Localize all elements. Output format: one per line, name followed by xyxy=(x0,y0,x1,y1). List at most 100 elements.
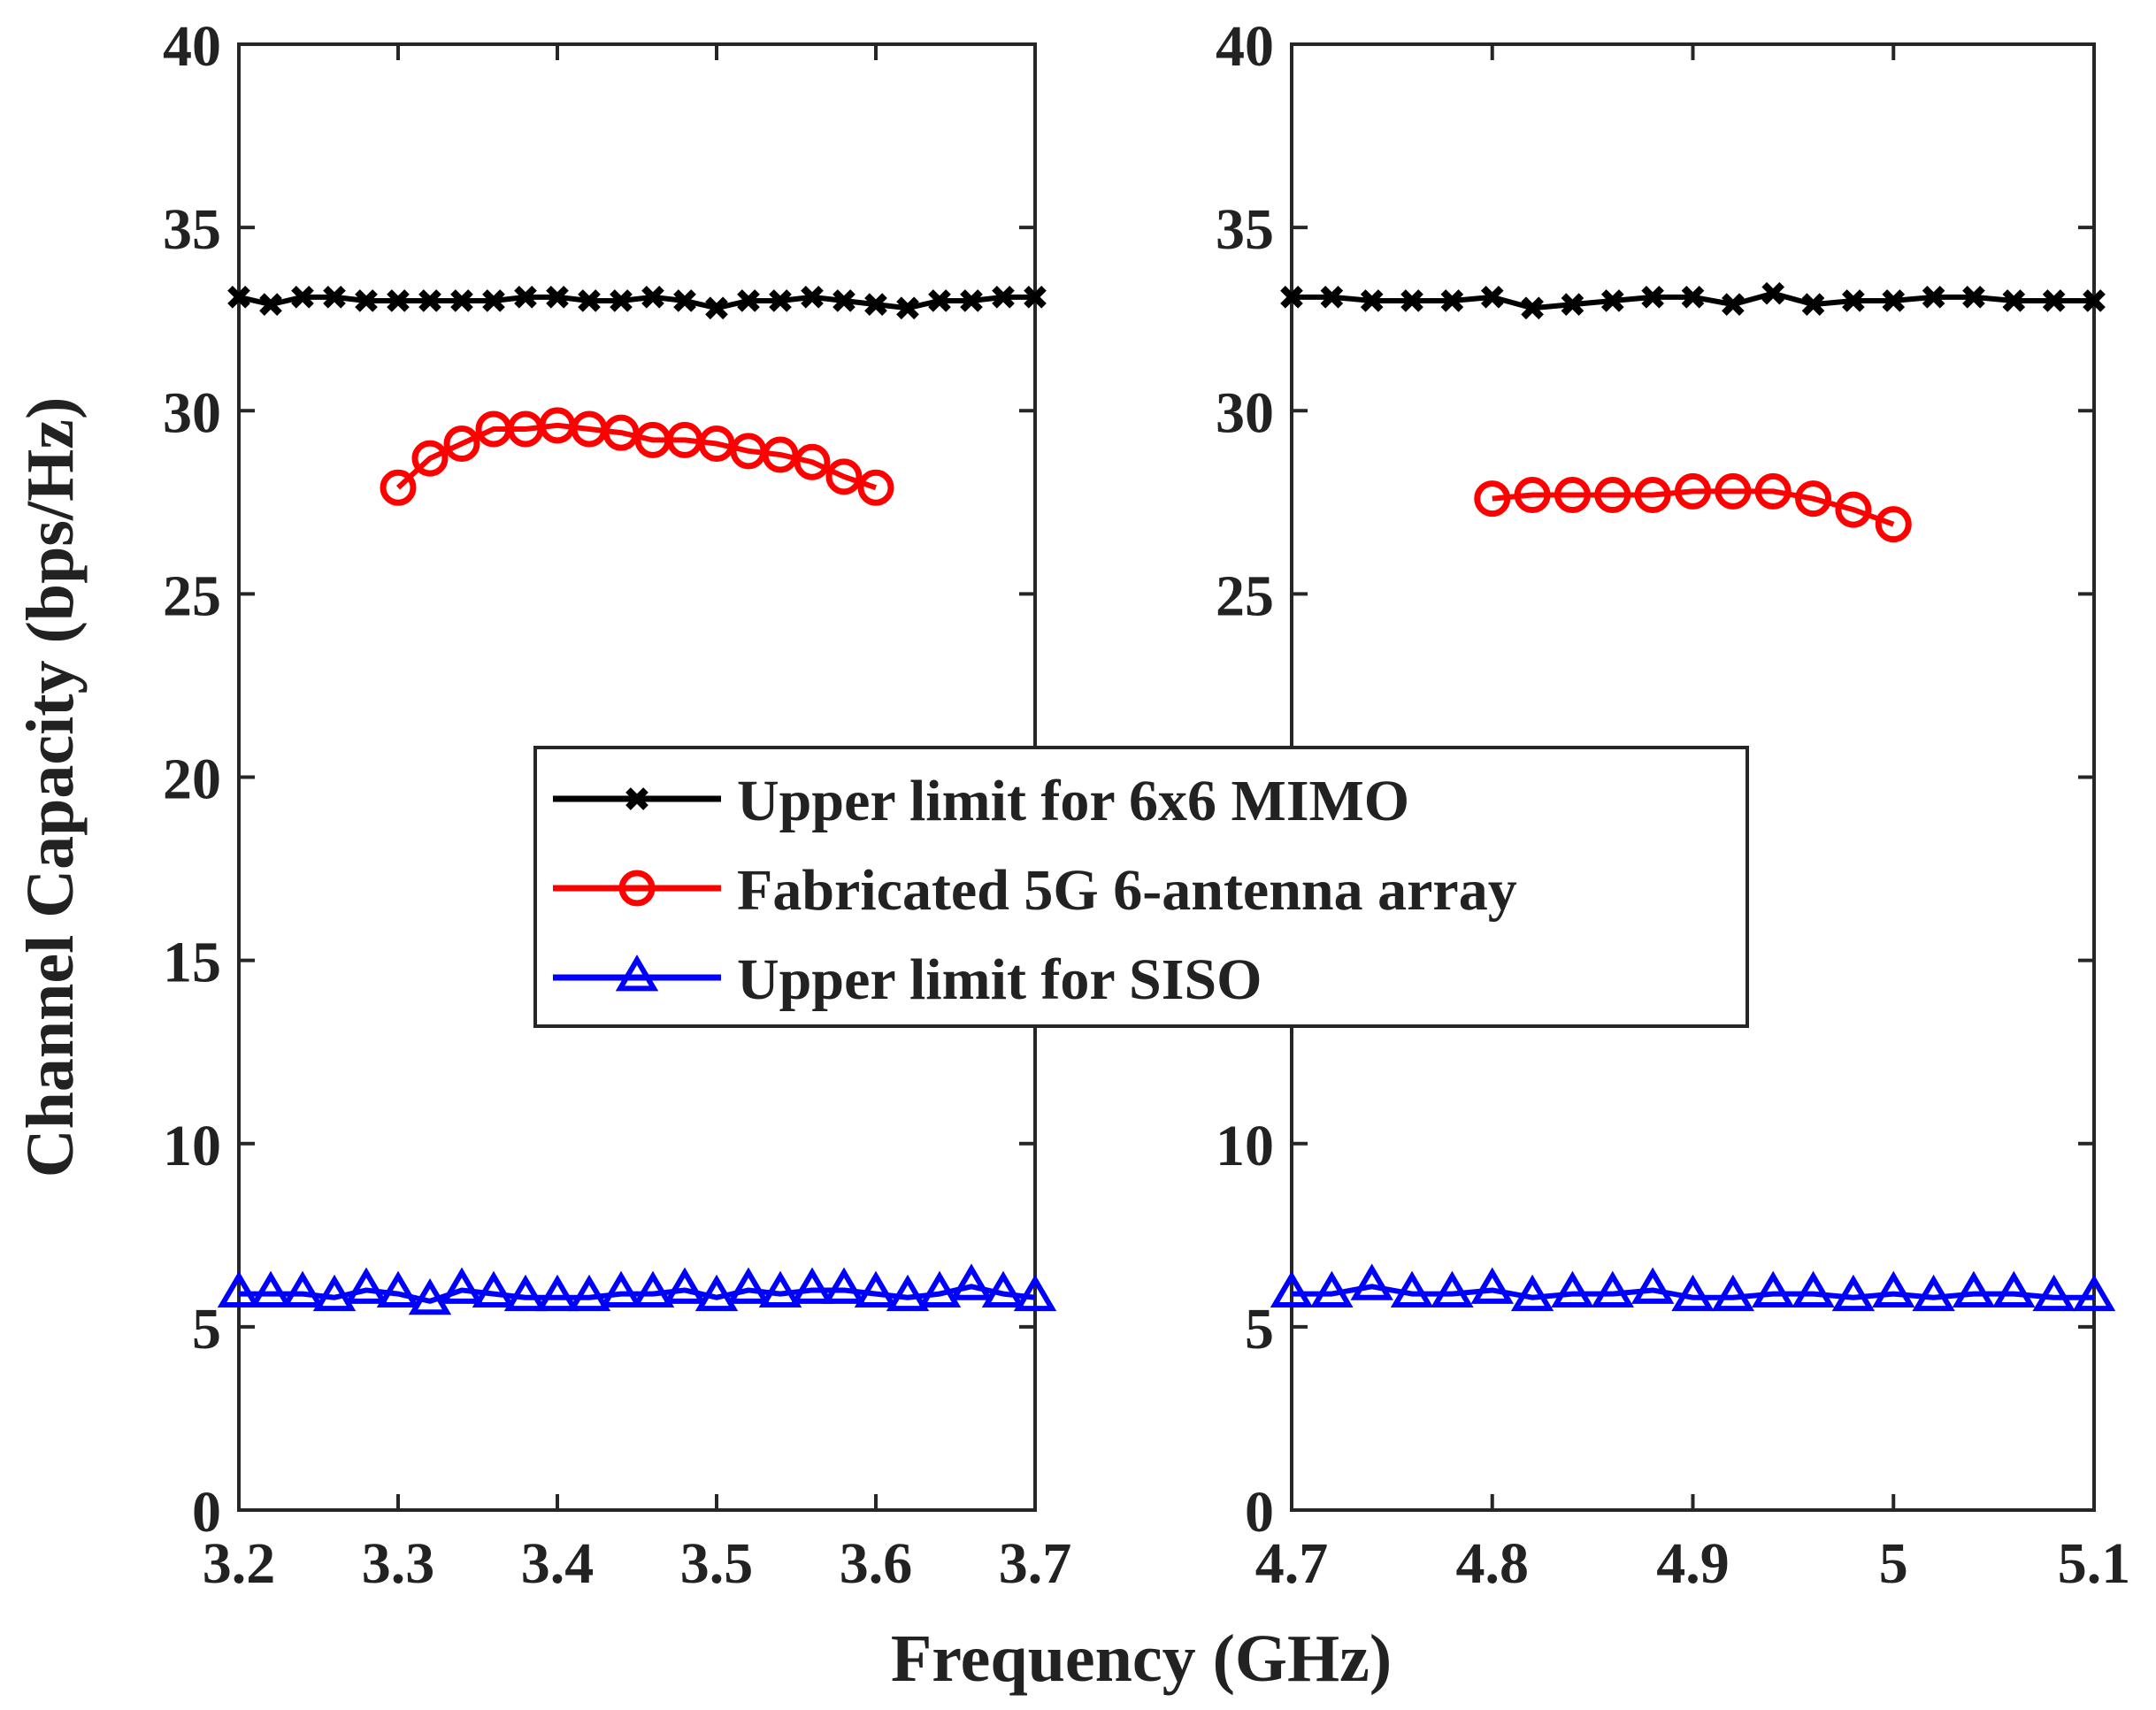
data-point-fabricated-5g-6-antenna-array xyxy=(1754,472,1792,510)
y-tick-label: 0 xyxy=(1245,1480,1274,1545)
y-tick-label: 10 xyxy=(163,1114,221,1178)
data-point-upper-limit-for-6x6-mimo-stroke-b xyxy=(705,296,728,320)
data-point-upper-limit-for-6x6-mimo xyxy=(1842,289,1865,312)
data-point-upper-limit-for-6x6-mimo-stroke-b xyxy=(992,286,1015,309)
data-point-upper-limit-for-siso xyxy=(280,1270,325,1307)
data-point-upper-limit-for-6x6-mimo xyxy=(641,286,664,309)
y-tick-label: 30 xyxy=(1216,380,1274,445)
data-point-upper-limit-for-siso xyxy=(535,1274,579,1312)
x-tick-label: 4.9 xyxy=(1656,1531,1730,1596)
legend-entry-fabricated-5g-6-antenna-array: Fabricated 5G 6-antenna array xyxy=(553,858,1517,923)
data-point-upper-limit-for-6x6-mimo-stroke-b xyxy=(769,289,792,312)
data-point-upper-limit-for-6x6-mimo xyxy=(1882,289,1906,312)
series-upper-limit-for-6x6-mimo xyxy=(1280,281,2106,320)
data-point-upper-limit-for-siso xyxy=(2032,1274,2075,1312)
legend-marker-upper-limit-for-6x6-mimo-stroke-b xyxy=(625,787,648,810)
data-point-upper-limit-for-6x6-mimo-stroke-b xyxy=(323,286,346,309)
y-tick-label: 20 xyxy=(163,748,221,812)
data-point-upper-limit-for-siso xyxy=(312,1274,357,1312)
series-fabricated-5g-6-antenna-array xyxy=(1474,472,1912,543)
data-point-upper-limit-for-6x6-mimo xyxy=(705,296,728,320)
data-point-fabricated-5g-6-antenna-array xyxy=(380,469,417,506)
data-point-upper-limit-for-6x6-mimo xyxy=(1681,286,1705,309)
series-line-upper-limit-for-siso xyxy=(239,1284,1036,1304)
data-point-upper-limit-for-siso xyxy=(1831,1274,1876,1312)
data-point-upper-limit-for-6x6-mimo-stroke-b xyxy=(1521,296,1544,320)
data-point-upper-limit-for-siso xyxy=(599,1270,643,1307)
series-upper-limit-for-siso xyxy=(1270,1263,2116,1312)
data-point-upper-limit-for-siso xyxy=(1510,1274,1554,1312)
data-point-upper-limit-for-siso xyxy=(1551,1270,1594,1307)
data-point-upper-limit-for-6x6-mimo-stroke-b xyxy=(801,286,824,309)
data-point-upper-limit-for-6x6-mimo xyxy=(1722,293,1745,316)
data-point-upper-limit-for-6x6-mimo-stroke-b xyxy=(832,289,855,312)
data-point-upper-limit-for-6x6-mimo xyxy=(1801,293,1825,316)
data-point-upper-limit-for-6x6-mimo-stroke-b xyxy=(1761,281,1785,305)
y-tick-label: 25 xyxy=(1216,564,1274,628)
data-point-upper-limit-for-6x6-mimo xyxy=(2042,289,2066,312)
legend: Upper limit for 6x6 MIMO Fabricated 5G 6-… xyxy=(533,746,1749,1028)
data-point-upper-limit-for-6x6-mimo-stroke-b xyxy=(546,286,569,309)
data-point-upper-limit-for-6x6-mimo-stroke-b xyxy=(1801,293,1825,316)
data-point-upper-limit-for-6x6-mimo-stroke-b xyxy=(1842,289,1865,312)
x-tick-label: 3.7 xyxy=(999,1531,1072,1596)
data-point-upper-limit-for-6x6-mimo xyxy=(514,286,537,309)
data-point-upper-limit-for-siso xyxy=(886,1274,930,1312)
data-point-upper-limit-for-6x6-mimo-stroke-b xyxy=(960,289,983,312)
data-point-upper-limit-for-6x6-mimo xyxy=(1962,286,1985,309)
x-tick-label: 4.8 xyxy=(1456,1531,1530,1596)
data-point-fabricated-5g-6-antenna-array xyxy=(1715,472,1752,510)
data-point-upper-limit-for-6x6-mimo-stroke-b xyxy=(578,289,601,312)
data-point-upper-limit-for-6x6-mimo xyxy=(992,286,1015,309)
data-point-upper-limit-for-siso xyxy=(503,1274,548,1312)
data-point-fabricated-5g-6-antenna-array xyxy=(443,426,480,463)
y-tick-label: 5 xyxy=(192,1297,221,1361)
y-tick-label: 40 xyxy=(1216,14,1274,79)
x-tick-label: 3.3 xyxy=(362,1531,435,1596)
data-point-upper-limit-for-6x6-mimo xyxy=(387,289,410,312)
data-point-fabricated-5g-6-antenna-array xyxy=(602,414,640,451)
series-fabricated-5g-6-antenna-array xyxy=(380,407,894,506)
legend-marker-upper-limit-for-6x6-mimo xyxy=(625,787,648,810)
data-point-upper-limit-for-siso xyxy=(631,1270,675,1307)
x-tick-label: 3.2 xyxy=(203,1531,276,1596)
data-point-upper-limit-for-6x6-mimo-stroke-b xyxy=(928,289,951,312)
legend-label-fabricated-5g-6-antenna-array: Fabricated 5G 6-antenna array xyxy=(737,858,1517,923)
data-point-upper-limit-for-siso xyxy=(1350,1263,1393,1300)
x-tick-label: 5.1 xyxy=(2058,1531,2131,1596)
data-point-upper-limit-for-6x6-mimo xyxy=(1761,281,1785,305)
data-point-upper-limit-for-6x6-mimo xyxy=(259,293,282,316)
data-point-upper-limit-for-6x6-mimo-stroke-b xyxy=(1480,286,1504,309)
data-point-upper-limit-for-6x6-mimo-stroke-b xyxy=(673,289,696,312)
data-point-upper-limit-for-6x6-mimo-stroke-b xyxy=(2002,289,2026,312)
data-point-upper-limit-for-6x6-mimo xyxy=(323,286,346,309)
data-point-upper-limit-for-6x6-mimo xyxy=(1561,293,1584,316)
legend-marker-upper-limit-for-siso xyxy=(615,955,659,992)
legend-box xyxy=(533,746,1749,1028)
legend-marker-fabricated-5g-6-antenna-array xyxy=(618,870,656,907)
data-point-upper-limit-for-6x6-mimo xyxy=(1400,289,1423,312)
legend-entry-upper-limit-for-siso: Upper limit for SISO xyxy=(553,947,1262,1012)
data-point-upper-limit-for-siso xyxy=(1270,1270,1314,1307)
data-point-fabricated-5g-6-antenna-array xyxy=(698,426,735,463)
y-tick-label: 30 xyxy=(163,380,221,445)
data-point-upper-limit-for-siso xyxy=(981,1270,1025,1307)
data-point-fabricated-5g-6-antenna-array xyxy=(1795,480,1832,518)
data-point-upper-limit-for-siso xyxy=(1872,1270,1915,1307)
data-point-fabricated-5g-6-antenna-array xyxy=(411,440,449,477)
data-point-upper-limit-for-6x6-mimo xyxy=(1320,286,1344,309)
data-point-upper-limit-for-siso xyxy=(726,1267,771,1304)
data-point-upper-limit-for-siso xyxy=(854,1270,898,1307)
data-point-upper-limit-for-6x6-mimo-stroke-b xyxy=(1024,286,1047,309)
x-tick-label: 3.6 xyxy=(840,1531,913,1596)
data-point-upper-limit-for-siso xyxy=(1310,1270,1354,1307)
data-point-upper-limit-for-siso xyxy=(567,1274,611,1312)
data-point-upper-limit-for-6x6-mimo-stroke-b xyxy=(1561,293,1584,316)
panel-2: 05101520253035404.74.84.955.1 xyxy=(1216,14,2130,1596)
data-point-upper-limit-for-siso xyxy=(917,1270,962,1307)
legend-entry-upper-limit-for-6x6-mimo: Upper limit for 6x6 MIMO xyxy=(553,769,1409,833)
data-point-upper-limit-for-6x6-mimo xyxy=(1024,286,1047,309)
data-point-upper-limit-for-6x6-mimo xyxy=(418,289,441,312)
data-point-upper-limit-for-6x6-mimo-stroke-b xyxy=(1962,286,1985,309)
